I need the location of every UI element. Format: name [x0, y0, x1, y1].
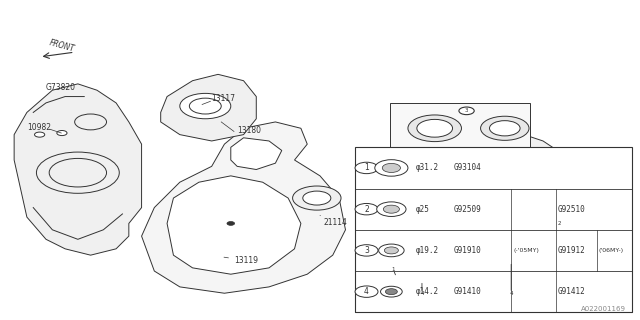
Circle shape [35, 132, 45, 137]
Circle shape [459, 107, 474, 115]
Circle shape [381, 174, 476, 222]
Circle shape [394, 180, 463, 215]
Circle shape [57, 131, 67, 136]
Circle shape [180, 93, 231, 119]
Circle shape [417, 119, 452, 137]
Circle shape [377, 202, 406, 216]
PathPatch shape [14, 84, 141, 255]
Text: 2: 2 [364, 205, 369, 214]
Circle shape [394, 238, 438, 260]
Text: G91910: G91910 [454, 246, 481, 255]
Circle shape [355, 286, 378, 297]
PathPatch shape [167, 176, 301, 274]
PathPatch shape [231, 138, 282, 170]
Circle shape [355, 204, 378, 215]
Text: G92509: G92509 [454, 205, 481, 214]
Circle shape [476, 187, 559, 228]
Text: φ14.2: φ14.2 [415, 287, 438, 296]
Circle shape [491, 239, 532, 259]
Circle shape [385, 289, 397, 295]
Circle shape [227, 221, 235, 225]
Text: 1: 1 [364, 164, 369, 172]
Text: φ25: φ25 [415, 205, 429, 214]
Circle shape [401, 242, 429, 256]
PathPatch shape [384, 135, 562, 281]
Circle shape [386, 266, 401, 273]
Circle shape [355, 162, 378, 174]
Circle shape [481, 116, 529, 140]
Text: 1: 1 [392, 267, 395, 272]
Circle shape [414, 289, 429, 297]
Text: 2: 2 [557, 221, 561, 226]
Text: FRONT: FRONT [48, 39, 76, 54]
Text: 4: 4 [364, 287, 369, 296]
Circle shape [292, 186, 341, 210]
Text: G93104: G93104 [454, 164, 481, 172]
Text: A022001169: A022001169 [581, 306, 626, 312]
Circle shape [487, 192, 548, 223]
Text: G91412: G91412 [557, 287, 586, 296]
Text: 4: 4 [509, 291, 513, 296]
Circle shape [385, 247, 398, 254]
Text: 3: 3 [364, 246, 369, 255]
Circle shape [381, 286, 402, 297]
Circle shape [303, 191, 331, 205]
Text: G73820: G73820 [46, 83, 76, 92]
Text: 3: 3 [465, 108, 468, 113]
Circle shape [504, 289, 519, 297]
Circle shape [189, 98, 221, 114]
Text: 10982: 10982 [27, 123, 51, 132]
Text: G92510: G92510 [557, 205, 586, 214]
Circle shape [408, 115, 461, 142]
Text: G91912: G91912 [557, 246, 586, 255]
PathPatch shape [161, 74, 256, 141]
Circle shape [375, 160, 408, 176]
FancyBboxPatch shape [390, 103, 531, 154]
Circle shape [383, 205, 399, 213]
Text: 13117: 13117 [212, 94, 236, 103]
Text: 21114: 21114 [320, 215, 347, 227]
Circle shape [379, 244, 404, 257]
Circle shape [499, 243, 524, 255]
Text: 13119: 13119 [224, 256, 258, 265]
Circle shape [490, 121, 520, 136]
PathPatch shape [141, 122, 346, 293]
Text: G91410: G91410 [454, 287, 481, 296]
Bar [355, 147, 632, 312]
Text: 13180: 13180 [237, 126, 261, 135]
Circle shape [551, 220, 566, 227]
Circle shape [382, 164, 401, 172]
Text: 4: 4 [420, 291, 424, 296]
Text: φ31.2: φ31.2 [415, 164, 438, 172]
Text: φ19.2: φ19.2 [415, 246, 438, 255]
Text: ('06MY-): ('06MY-) [598, 248, 623, 253]
Circle shape [355, 245, 378, 256]
Text: (-'05MY): (-'05MY) [513, 248, 539, 253]
